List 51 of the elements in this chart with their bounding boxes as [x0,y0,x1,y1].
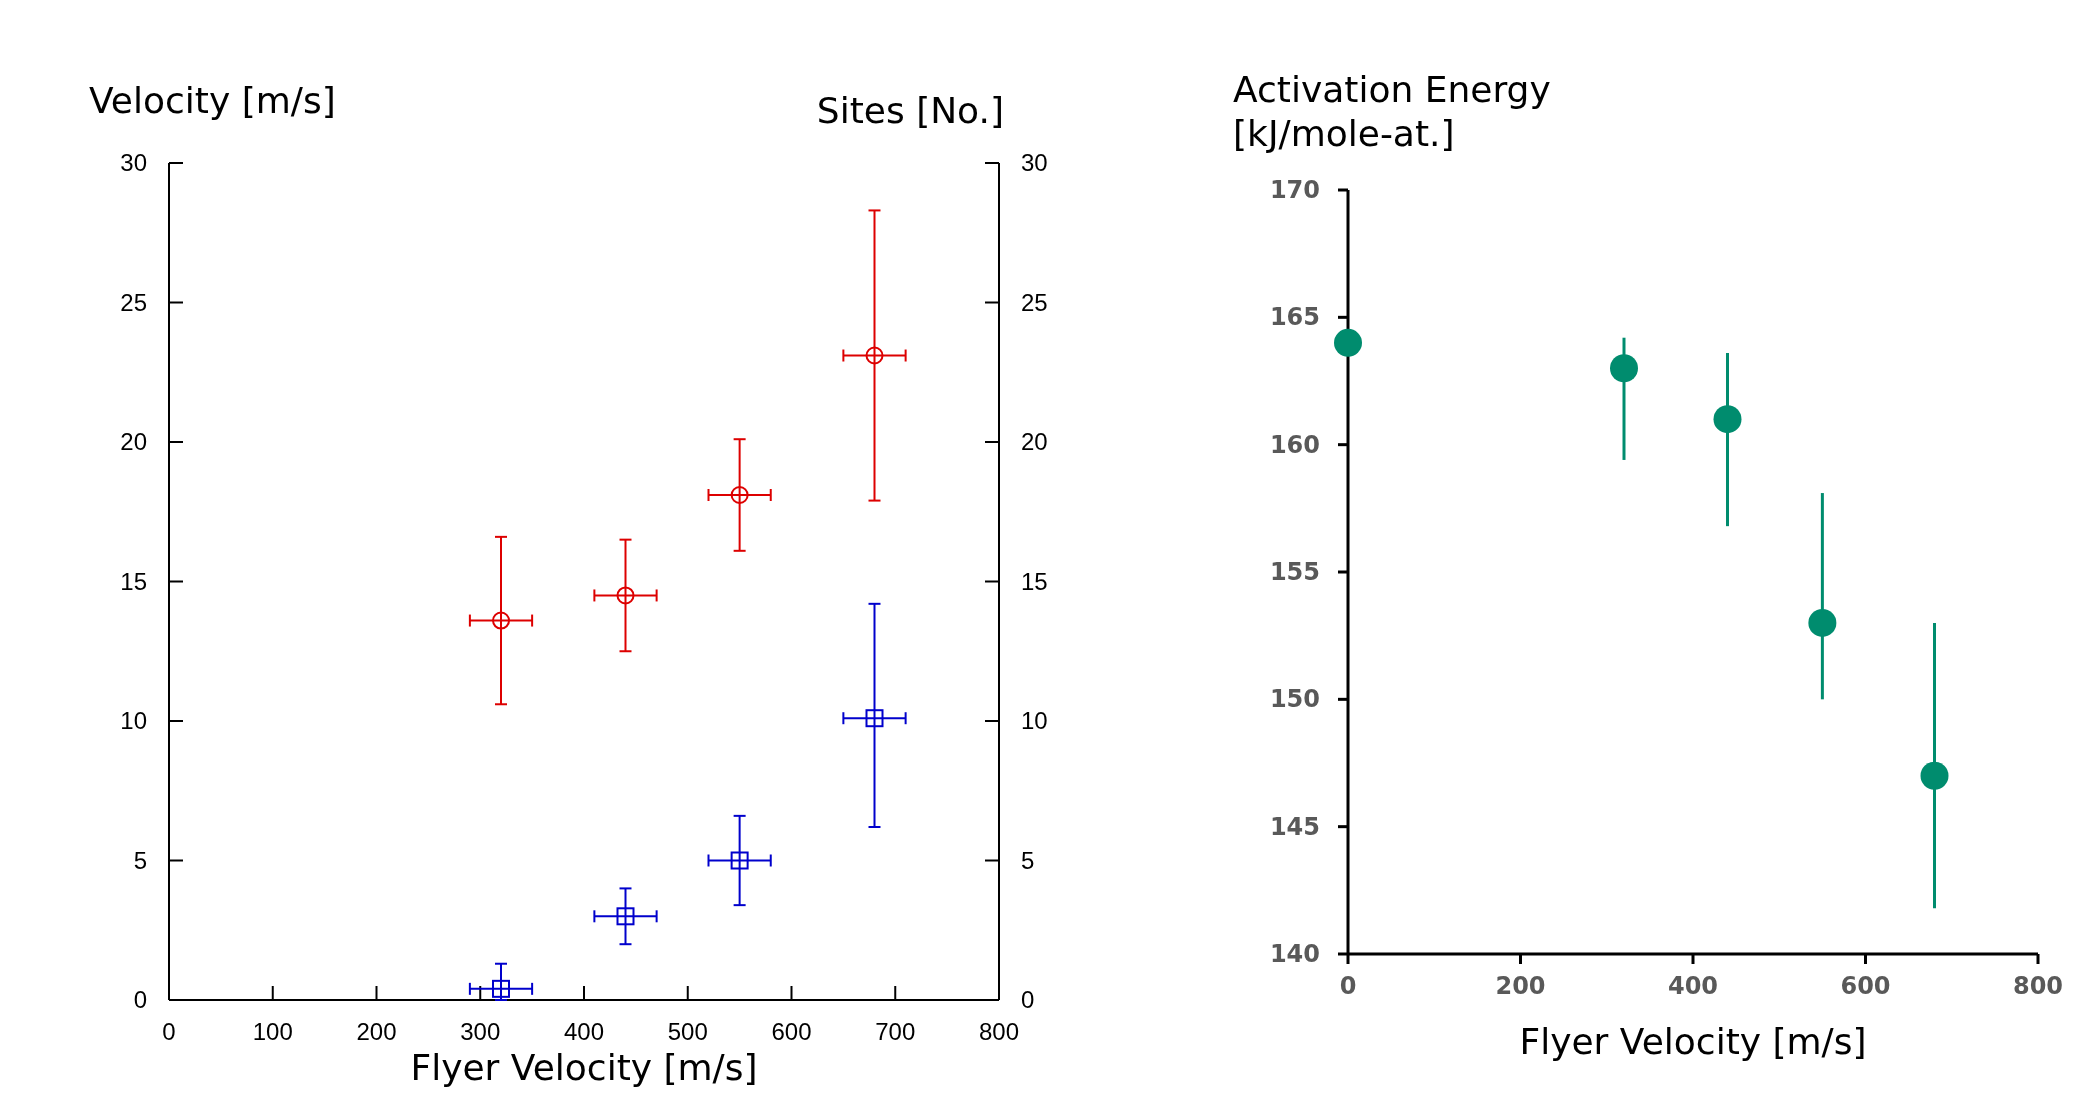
x-tick-label: 0 [1339,972,1357,1000]
y-axis-title: Velocity [m/s] [89,80,336,121]
point [730,851,749,870]
x-axis-title: Flyer Velocity [m/s] [1519,1021,1867,1062]
point [1808,608,1837,637]
point [616,586,635,605]
x-tick-label: 400 [563,1018,605,1045]
point [865,346,884,365]
x-tick-label: 500 [667,1018,708,1045]
point [1713,405,1742,434]
y-tick-label: 160 [1269,430,1320,459]
x-tick-label: 300 [460,1018,501,1045]
y-tick-label: 140 [1269,940,1320,968]
x-axis-title: Flyer Velocity [m/s] [410,1047,758,1088]
x-tick-label: 200 [1495,972,1546,1000]
y2-tick-label: 25 [1021,288,1048,316]
y2-tick-label: 15 [1021,567,1048,595]
x-tick-label: 800 [2012,972,2064,1000]
x-tick-label: 800 [978,1018,1020,1045]
y-tick-label: 10 [120,707,147,734]
y-tick-label: 170 [1269,176,1320,204]
y2-axis-title: Sites [No.] [816,90,1004,131]
x-tick-label: 600 [1840,972,1891,1000]
point [865,709,884,728]
y-tick-label: 145 [1269,812,1320,841]
y2-tick-label: 5 [1021,846,1035,874]
point [1610,354,1638,383]
y-tick-label: 165 [1269,303,1320,332]
y-tick-label: 30 [120,149,147,176]
y-tick-label: 25 [120,288,147,316]
y-tick-label: 150 [1269,685,1320,714]
x-tick-label: 600 [771,1018,812,1045]
point [730,486,749,505]
y2-tick-label: 10 [1021,707,1048,734]
y2-tick-label: 30 [1021,149,1048,176]
y-tick-label: 20 [120,428,147,455]
point [492,611,510,630]
point [492,979,510,998]
y-tick-label: 5 [133,846,147,874]
x-tick-label: 0 [162,1018,176,1045]
y2-tick-label: 20 [1021,428,1048,455]
point [1920,761,1949,790]
x-tick-label: 400 [1667,972,1719,1000]
point [1334,328,1362,357]
x-tick-label: 200 [356,1018,397,1045]
y-tick-label: 155 [1269,558,1320,586]
point [616,907,635,926]
y-tick-label: 15 [120,567,147,595]
x-tick-label: 100 [252,1018,293,1045]
y-axis-title: Activation Energy [kJ/mole-at.] [1233,69,1551,154]
x-tick-label: 700 [875,1018,916,1045]
